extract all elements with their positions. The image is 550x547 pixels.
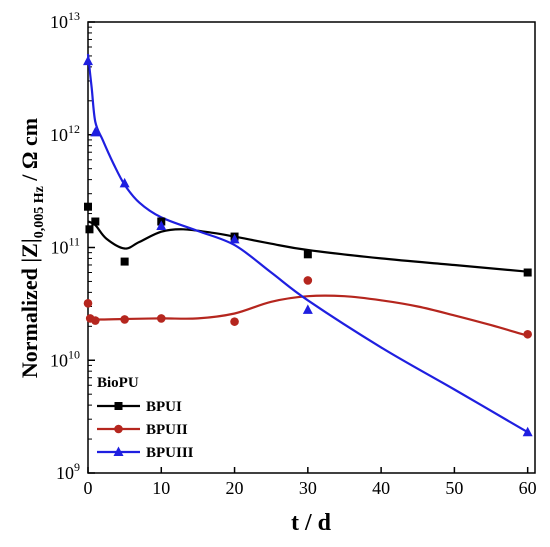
point-bpui-3 [120, 257, 129, 266]
point-bpui-0 [84, 202, 92, 211]
legend-label-bpui: BPUI [146, 399, 182, 415]
y-axis-title-subscript: 0,005 Hz [32, 186, 47, 238]
point-bpui-6 [303, 250, 312, 259]
point-bpuii-7 [523, 329, 532, 339]
y-axis: 109 1010 1011 1012 1013 [50, 9, 95, 483]
point-bpuii-5 [230, 317, 239, 326]
y-axis-title-symbol: Z [17, 243, 42, 258]
y-axis-title-suffix: / Ω cm [17, 118, 42, 186]
point-bpuiii-6 [522, 426, 533, 437]
y-axis-title-middle: | [17, 238, 42, 243]
x-tick-label-0: 0 [84, 478, 93, 498]
legend-label-bpuiii: BPUIII [146, 445, 194, 461]
legend-marker-bpuii [114, 424, 123, 434]
legend-marker-bpui [114, 402, 123, 410]
point-bpuii-4 [156, 314, 166, 323]
x-axis-title: t / d [291, 510, 332, 536]
legend-title: BioPU [97, 375, 139, 391]
x-axis: 0 10 20 30 40 50 60 [84, 467, 537, 498]
point-bpuii-2 [91, 316, 100, 325]
series-line-bpui [87, 220, 528, 273]
legend-marker-bpuiii [113, 446, 124, 456]
x-tick-label-2: 20 [226, 478, 244, 498]
y-tick-label-3: 1012 [50, 122, 80, 145]
point-bpuiii-0 [83, 55, 93, 66]
fit-curves [86, 53, 529, 434]
point-bpui-7 [523, 268, 532, 277]
x-tick-label-6: 60 [519, 478, 537, 498]
point-bpui-2 [91, 217, 100, 226]
legend: BioPU BPUI BPUII BPUIII [97, 375, 194, 461]
y-tick-label-1: 1010 [50, 347, 80, 370]
point-bpui-1 [85, 225, 94, 234]
series-line-bpuiii [86, 53, 529, 434]
point-bpuiii-5 [302, 304, 313, 314]
legend-label-bpuii: BPUII [146, 422, 188, 438]
x-tick-label-5: 50 [445, 478, 463, 498]
x-tick-label-4: 40 [372, 478, 390, 498]
point-bpuiii-1 [90, 126, 101, 137]
y-tick-label-4: 1013 [50, 9, 80, 32]
y-tick-label-0: 109 [56, 460, 80, 483]
y-tick-label-2: 1011 [50, 235, 80, 258]
y-axis-title-prefix: Normalized | [17, 258, 42, 378]
x-tick-label-3: 30 [299, 478, 317, 498]
point-bpuii-0 [83, 298, 93, 308]
data-markers [83, 55, 533, 437]
point-bpuiii-3 [156, 220, 167, 231]
y-axis-title: Normalized |Z|0,005 Hz / Ω cm [17, 118, 47, 378]
point-bpuiii-4 [229, 233, 240, 244]
point-bpuii-3 [120, 315, 129, 324]
point-bpuii-6 [303, 276, 313, 285]
point-bpuiii-2 [119, 177, 130, 188]
x-tick-label-1: 10 [152, 478, 170, 498]
